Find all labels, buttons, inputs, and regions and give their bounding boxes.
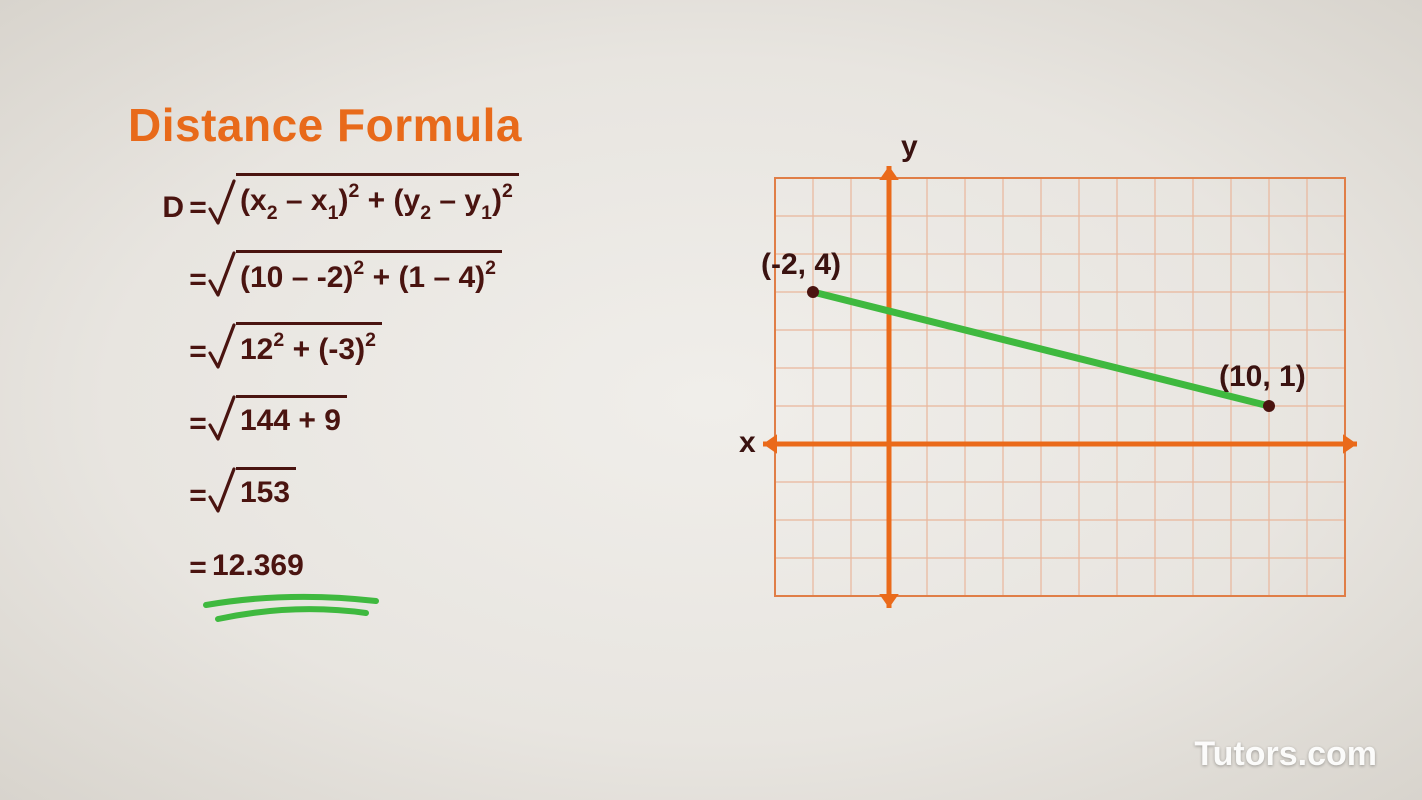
radicand: 144 + 9 xyxy=(236,395,347,441)
radical-sign-icon xyxy=(208,467,236,513)
radicand: (x2 – x1)2 + (y2 – y1)2 xyxy=(236,173,519,225)
radical-sign-icon xyxy=(208,250,236,297)
formula-row: = 153 xyxy=(128,463,519,513)
formula-row: D= (x2 – x1)2 + (y2 – y1)2 xyxy=(128,175,519,225)
radical-sign-icon xyxy=(208,322,236,369)
formula-result: 12.369 xyxy=(208,543,304,585)
radical: (10 – -2)2 + (1 – 4)2 xyxy=(208,250,502,297)
graph-point xyxy=(1263,400,1275,412)
slide-title: Distance Formula xyxy=(128,98,522,152)
radical-sign-icon xyxy=(208,395,236,441)
watermark: Tutors.com xyxy=(1194,735,1377,774)
point-label-2: (10, 1) xyxy=(1219,360,1306,394)
radical: 144 + 9 xyxy=(208,395,347,441)
radical: 122 + (-3)2 xyxy=(208,322,382,369)
formula-row: = 122 + (-3)2 xyxy=(128,319,519,369)
equals-sign: = xyxy=(188,407,208,441)
radicand: 153 xyxy=(236,467,296,513)
y-axis-label: y xyxy=(901,130,918,164)
radical: 153 xyxy=(208,467,296,513)
equals-sign: = xyxy=(188,263,208,297)
equals-sign: = xyxy=(188,479,208,513)
slide-canvas: Distance Formula D=(x2 – x1)2 + (y2 – y1… xyxy=(0,0,1422,800)
formula-row: = (10 – -2)2 + (1 – 4)2 xyxy=(128,247,519,297)
formula-row: =12.369 xyxy=(128,535,519,585)
radicand: 122 + (-3)2 xyxy=(236,322,382,369)
equals-sign: = xyxy=(188,335,208,369)
graph-point xyxy=(807,286,819,298)
formula-row: = 144 + 9 xyxy=(128,391,519,441)
point-label-1: (-2, 4) xyxy=(761,248,841,282)
formula-lhs: D xyxy=(128,191,188,225)
equals-sign: = xyxy=(188,551,208,585)
radicand: (10 – -2)2 + (1 – 4)2 xyxy=(236,250,502,297)
radical-sign-icon xyxy=(208,173,236,225)
formula-block: D=(x2 – x1)2 + (y2 – y1)2=(10 – -2)2 + (… xyxy=(128,175,519,607)
graph-svg xyxy=(735,128,1405,666)
radical: (x2 – x1)2 + (y2 – y1)2 xyxy=(208,173,519,225)
x-axis-label: x xyxy=(739,426,756,460)
equals-sign: = xyxy=(188,191,208,225)
coordinate-graph: y x (-2, 4) (10, 1) xyxy=(735,128,1405,666)
